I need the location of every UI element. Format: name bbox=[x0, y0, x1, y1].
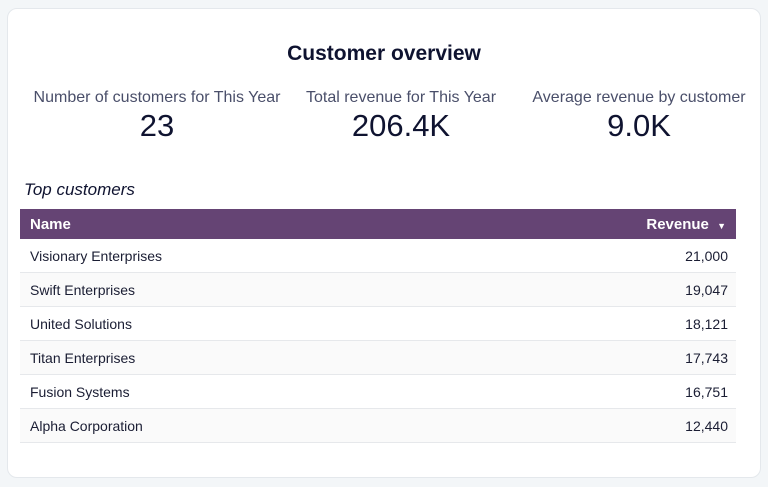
column-header-name[interactable]: Name bbox=[20, 209, 451, 239]
customer-name: Visionary Enterprises bbox=[20, 239, 451, 273]
table-row[interactable]: Alpha Corporation 12,440 bbox=[20, 408, 736, 443]
table-row[interactable]: Titan Enterprises 17,743 bbox=[20, 340, 736, 375]
customer-revenue: 18,121 bbox=[450, 306, 736, 341]
page-title: Customer overview bbox=[287, 42, 481, 65]
kpi-label: Average revenue by customer bbox=[532, 89, 746, 106]
kpi-value: 9.0K bbox=[607, 108, 671, 143]
sort-descending-icon: ▼ bbox=[717, 220, 726, 231]
customer-revenue: 21,000 bbox=[450, 239, 736, 273]
customer-revenue: 16,751 bbox=[450, 374, 736, 409]
top-customers-table: Name Revenue ▼ Visionary Enterprises 21,0… bbox=[20, 209, 736, 443]
customer-overview-card: Customer overview Number of customers fo… bbox=[7, 8, 761, 478]
table-row[interactable]: United Solutions 18,121 bbox=[20, 306, 736, 341]
customer-revenue: 19,047 bbox=[450, 272, 736, 307]
table-row[interactable]: Fusion Systems 16,751 bbox=[20, 374, 736, 409]
kpi-label: Total revenue for This Year bbox=[305, 89, 497, 106]
customer-name: Swift Enterprises bbox=[20, 272, 451, 307]
customer-name: United Solutions bbox=[20, 306, 451, 341]
kpi-value: 23 bbox=[139, 108, 175, 143]
kpi-average-revenue: Average revenue by customer 9.0K bbox=[528, 89, 750, 144]
table-title: Top customers bbox=[24, 180, 135, 199]
customer-revenue: 12,440 bbox=[450, 408, 736, 443]
kpi-customers: Number of customers for This Year 23 bbox=[28, 89, 286, 144]
kpi-total-revenue: Total revenue for This Year 206.4K bbox=[296, 89, 506, 144]
table-row[interactable]: Visionary Enterprises 21,000 bbox=[20, 239, 736, 273]
column-header-revenue[interactable]: Revenue ▼ bbox=[450, 209, 736, 239]
kpi-label: Number of customers for This Year bbox=[33, 89, 281, 106]
customer-name: Fusion Systems bbox=[20, 374, 451, 409]
customer-name: Alpha Corporation bbox=[20, 408, 451, 443]
table-row[interactable]: Swift Enterprises 19,047 bbox=[20, 272, 736, 307]
customer-name: Titan Enterprises bbox=[20, 340, 451, 375]
kpi-value: 206.4K bbox=[351, 108, 451, 143]
customer-revenue: 17,743 bbox=[450, 340, 736, 375]
